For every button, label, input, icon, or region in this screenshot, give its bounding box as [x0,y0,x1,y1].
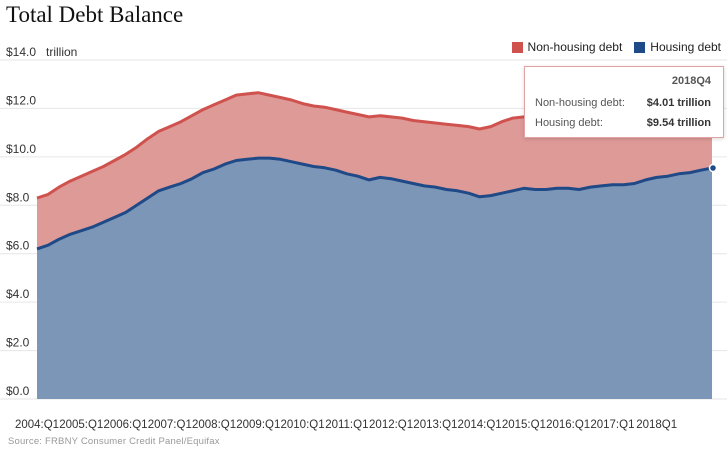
x-tick-label: 2005:Q1 [59,419,103,431]
non-housing-area [37,70,712,249]
y-tick-label: $12.0 [6,93,36,107]
x-tick-label: 2018Q1 [636,419,677,431]
tooltip-row-housing: Housing debt: $9.54 trillion [535,117,711,129]
legend-label-housing: Housing debt [650,40,721,54]
y-tick-label: $10.0 [6,142,36,156]
x-tick-label: 2017:Q1 [590,419,634,431]
y-tick-label: $6.0 [6,239,30,253]
housing-line [36,156,713,251]
tooltip-housing-label: Housing debt: [535,117,603,129]
y-unit-label: trillion [46,45,77,59]
x-tick-label: 2015:Q1 [502,419,546,431]
x-tick-label: 2016:Q1 [546,419,590,431]
x-tick-label: 2012:Q1 [369,419,413,431]
tooltip-non-housing-label: Non-housing debt: [535,97,625,109]
x-tick-label: 2013:Q1 [413,419,457,431]
chart-title: Total Debt Balance [6,2,184,27]
tooltip-housing-value: $9.54 trillion [646,117,711,129]
legend-swatch-non-housing [511,41,523,53]
y-tick-label: $14.0 [6,45,36,59]
source-note: Source: FRBNY Consumer Credit Panel/Equi… [8,436,220,447]
chart-legend: Non-housing debt Housing debt [511,40,721,54]
x-tick-label: 2006:Q1 [103,419,147,431]
data-tooltip: 2018Q4 Non-housing debt: $4.01 trillion … [524,66,724,138]
tooltip-non-housing-value: $4.01 trillion [646,97,711,109]
y-tick-label: $8.0 [6,190,30,204]
tooltip-row-non-housing: Non-housing debt: $4.01 trillion [535,97,711,109]
legend-item-housing[interactable]: Housing debt [634,40,721,54]
x-tick-label: 2008:Q1 [192,419,236,431]
x-tick-label: 2010:Q1 [281,419,325,431]
x-tick-label: 2007:Q1 [148,419,192,431]
legend-swatch-housing [634,41,646,53]
housing-point-2018Q4 [708,163,718,173]
y-tick-label: $4.0 [6,287,30,301]
housing-area [37,158,712,399]
x-tick-label: 2009:Q1 [236,419,280,431]
y-tick-label: $2.0 [6,336,30,350]
tooltip-period: 2018Q4 [671,75,711,87]
x-tick-label: 2004:Q1 [15,419,59,431]
legend-label-non-housing: Non-housing debt [527,40,623,54]
x-tick-label: 2014:Q1 [458,419,502,431]
y-tick-label: $0.0 [6,384,30,398]
x-tick-label: 2011:Q1 [325,419,368,431]
legend-item-non-housing[interactable]: Non-housing debt [511,40,623,54]
